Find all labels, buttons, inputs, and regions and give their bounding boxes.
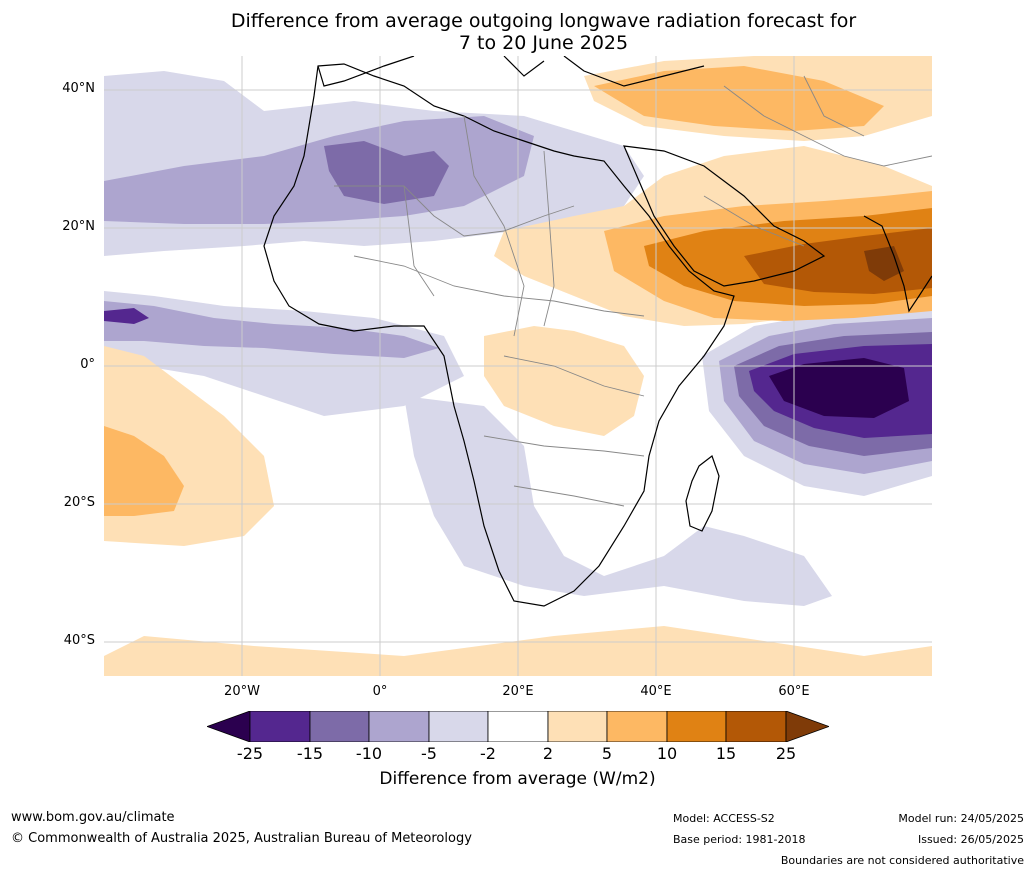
colorbar-swatch-above-25 <box>785 711 829 742</box>
colorbar-tick-label: -10 <box>355 744 383 763</box>
madagascar-coastline <box>685 455 720 532</box>
boundaries-note: Boundaries are not considered authoritat… <box>780 854 1024 867</box>
colorbar-tick-label: 25 <box>775 744 797 763</box>
lat-label-0: 0° <box>80 357 95 372</box>
lat-label-40n: 40°N <box>62 81 95 96</box>
colorbar-swatch-10-5 <box>368 711 430 742</box>
lat-label-40s: 40°S <box>63 633 95 648</box>
colorbar-swatch-2-2 <box>487 711 549 742</box>
title-line-2: 7 to 20 June 2025 <box>458 32 629 54</box>
base-period-text: Base period: 1981-2018 <box>673 833 806 846</box>
colorbar-swatch-25-15 <box>249 711 311 742</box>
lat-label-20n: 20°N <box>62 219 95 234</box>
europe-coastline <box>317 56 705 87</box>
colorbar-tick-label: -25 <box>236 744 264 763</box>
colorbar-swatch-15-10 <box>309 711 370 742</box>
lon-label-60e: 60°E <box>778 684 810 699</box>
issued-text: Issued: 26/05/2025 <box>917 833 1024 846</box>
anomaly-region-light-purple-south <box>404 396 832 606</box>
colorbar-tick-label: 15 <box>715 744 737 763</box>
colorbar-swatch-5-2 <box>428 711 489 742</box>
model-text: Model: ACCESS-S2 <box>673 812 775 825</box>
anomaly-region-dark-purple-atlantic <box>104 308 149 324</box>
colorbar-tick-label: 2 <box>542 744 554 763</box>
copyright-text: © Commonwealth of Australia 2025, Austra… <box>11 831 472 846</box>
colorbar-swatch-15-25 <box>725 711 787 742</box>
colorbar-swatch-10-15 <box>666 711 727 742</box>
india-coastline <box>863 215 932 313</box>
website-link[interactable]: www.bom.gov.au/climate <box>11 810 175 825</box>
colorbar-title: Difference from average (W/m2) <box>379 769 656 789</box>
colorbar-swatch-2-5 <box>547 711 608 742</box>
title-line-1: Difference from average outgoing longwav… <box>230 10 857 32</box>
colorbar <box>207 711 829 742</box>
colorbar-swatch-5-10 <box>606 711 668 742</box>
map-title: Difference from average outgoing longwav… <box>0 10 1035 54</box>
anomaly-region-darkest-purple-indian <box>769 358 909 418</box>
anomaly-region-light-orange-central-africa <box>484 326 644 436</box>
graticule <box>104 56 932 676</box>
olr-anomaly-map <box>104 56 932 676</box>
country-borders <box>334 75 932 507</box>
anomaly-region-orange-mediterranean <box>594 66 884 131</box>
colorbar-tick-label: 10 <box>656 744 678 763</box>
anomaly-region-orange-south-atlantic <box>104 426 184 516</box>
colorbar-tick-label: 5 <box>601 744 613 763</box>
lon-label-20w: 20°W <box>224 684 260 699</box>
colorbar-tick-label: -5 <box>421 744 437 763</box>
lon-label-0: 0° <box>372 684 388 699</box>
map-area <box>104 56 932 676</box>
colorbar-tick-label: -2 <box>480 744 496 763</box>
lat-label-20s: 20°S <box>63 495 95 510</box>
colorbar-swatch-below-25 <box>207 711 251 742</box>
lon-label-20e: 20°E <box>502 684 534 699</box>
africa-coastline <box>263 63 735 607</box>
arabia-coastline <box>623 145 826 287</box>
anomaly-region-dark-purple-sahara <box>324 141 449 204</box>
model-run-text: Model run: 24/05/2025 <box>898 812 1024 825</box>
lon-label-40e: 40°E <box>640 684 672 699</box>
colorbar-tick-label: -15 <box>296 744 324 763</box>
anomaly-region-mid-purple-guinea <box>104 301 439 358</box>
